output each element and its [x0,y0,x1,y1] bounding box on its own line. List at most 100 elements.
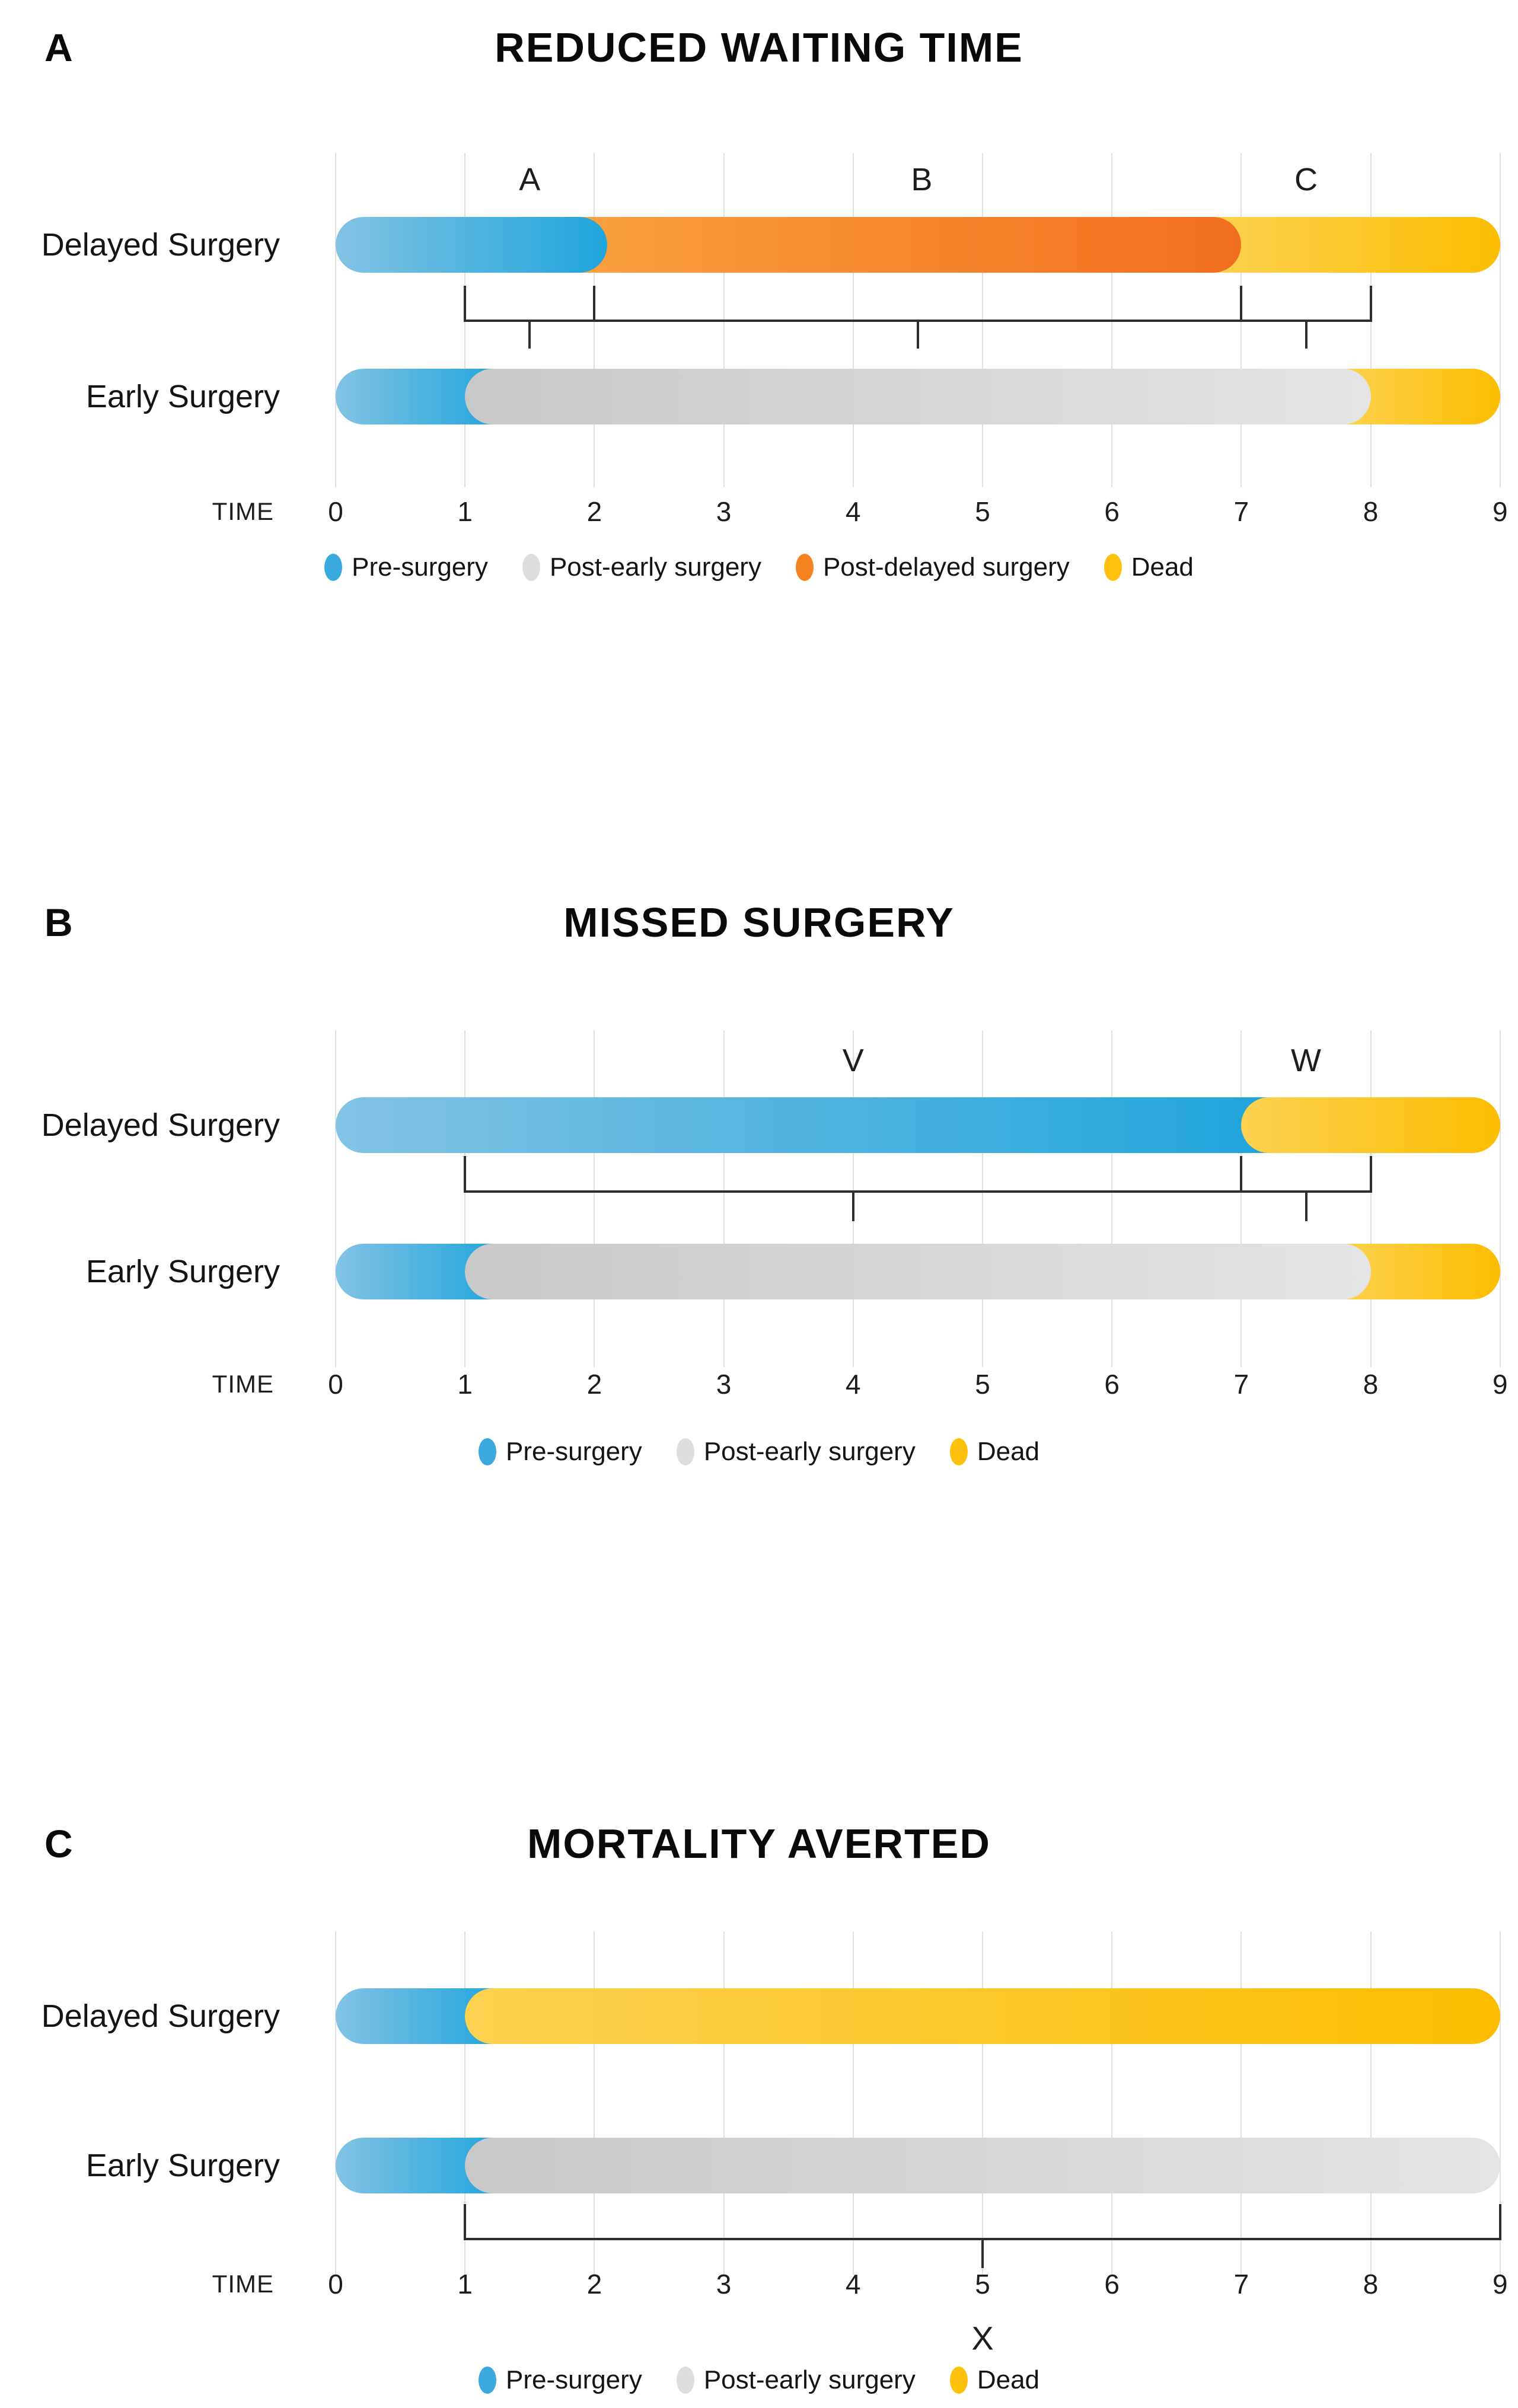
axis-tick-3: 3 [716,1369,732,1400]
segment-label-b: B [911,162,933,197]
legend-item-post-early-surgery: Post-early surgery [676,2365,916,2395]
axis-tick-0: 0 [328,2269,343,2300]
legend: Pre-surgery Post-early surgery Post-delaye… [0,553,1518,582]
panel-letter: C [44,1822,73,1866]
axis-tick-0: 0 [328,1369,343,1400]
bracket-tick-t4.5 [916,322,919,349]
axis-tick-9: 9 [1493,2269,1508,2300]
legend-label: Pre-surgery [505,2365,642,2394]
bracket-upright-t7 [1240,1156,1243,1193]
gridline-t7 [1240,1030,1242,1367]
legend-item-post-delayed-surgery: Post-delayed surgery [795,553,1070,582]
axis-tick-7: 7 [1233,496,1249,527]
bracket-upright-t1 [464,286,467,322]
legend-item-dead: Dead [949,2365,1040,2395]
panel-letter: B [44,900,73,944]
bar-segment-post-early [465,369,1371,424]
gridline-t9 [1499,1030,1501,1367]
bar-segment-post-early [465,1244,1371,1299]
gridline-t5 [982,1030,983,1367]
gridline-t8 [1370,1931,1372,2275]
bracket-upright-t1 [464,2204,467,2240]
row-label-early-surgery: Early Surgery [85,2148,280,2183]
axis-time-label: TIME [212,1370,274,1398]
axis-tick-6: 6 [1104,496,1120,527]
bracket-bar [464,2238,1501,2240]
axis-tick-4: 4 [846,2269,861,2300]
gridline-t1 [464,1030,466,1367]
panel-title: REDUCED WAITING TIME [495,24,1023,71]
axis-tick-6: 6 [1104,1369,1120,1400]
bracket-tick-t5 [981,2240,984,2268]
legend-dot-icon [676,2367,694,2394]
legend-label: Dead [977,1437,1040,1466]
gridline-t0 [335,1030,336,1367]
gridline-t7 [1240,1931,1242,2275]
gridline-t3 [723,1030,725,1367]
axis-tick-6: 6 [1104,2269,1120,2300]
gridline-t0 [335,153,336,487]
axis-tick-5: 5 [975,2269,990,2300]
bracket-upright-t9 [1498,2204,1501,2240]
bracket-upright-t1 [464,1156,467,1193]
axis-tick-7: 7 [1233,2269,1249,2300]
axis-tick-1: 1 [457,1369,473,1400]
bar-segment-pre [336,1097,1274,1153]
legend-dot-icon [949,2367,968,2394]
legend-label: Dead [977,2365,1040,2394]
gridline-t2 [594,1030,595,1367]
bracket-upright-t2 [593,286,596,322]
gridline-t6 [1111,1931,1113,2275]
legend-dot-icon [1104,554,1122,581]
segment-label-c: C [1294,162,1318,197]
axis-tick-8: 8 [1363,1369,1379,1400]
legend-label: Pre-surgery [505,1437,642,1466]
legend-label: Post-early surgery [703,1437,916,1466]
row-label-delayed-surgery: Delayed Surgery [41,1107,280,1143]
axis-tick-3: 3 [716,2269,732,2300]
axis-tick-4: 4 [846,496,861,527]
row-label-delayed-surgery: Delayed Surgery [41,227,280,263]
bracket-upright-t8 [1369,1156,1372,1193]
row-label-early-surgery: Early Surgery [85,379,280,414]
axis-time-label: TIME [212,497,274,525]
bracket-tick-t7.5 [1305,322,1307,349]
panel-title: MORTALITY AVERTED [527,1821,991,1867]
legend-item-post-early-surgery: Post-early surgery [522,553,761,582]
legend-dot-icon [478,2367,496,2394]
annotation-x-label: X [971,2319,994,2357]
bracket-upright-t7 [1240,286,1243,322]
segment-label-a: A [519,162,541,197]
legend-item-post-early-surgery: Post-early surgery [676,1437,916,1467]
legend-dot-icon [522,554,540,581]
axis-tick-2: 2 [586,1369,602,1400]
axis-tick-5: 5 [975,1369,990,1400]
gridline-t0 [335,1931,336,2275]
bracket-tick-t1.5 [528,322,531,349]
axis-tick-2: 2 [586,496,602,527]
bracket-tick-t7.5 [1305,1193,1307,1221]
bar-segment-post-delayed [575,217,1242,273]
bar-segment-dead [1208,217,1500,273]
legend-label: Pre-surgery [352,553,488,582]
gridline-t1 [464,1931,466,2275]
legend-dot-icon [676,1438,694,1465]
legend: Pre-surgery Post-early surgery Dead [0,1437,1518,1467]
legend-dot-icon [949,1438,968,1465]
gridline-t9 [1499,1931,1501,2275]
gridline-t3 [723,1931,725,2275]
legend-item-pre-surgery: Pre-surgery [324,553,488,582]
axis-tick-9: 9 [1493,1369,1508,1400]
axis-time-label: TIME [212,2270,274,2298]
legend-label: Dead [1131,553,1194,582]
axis-tick-9: 9 [1493,496,1508,527]
bracket-tick-t4 [852,1193,854,1221]
row-label-delayed-surgery: Delayed Surgery [41,1998,280,2034]
legend-item-dead: Dead [1104,553,1194,582]
axis-tick-0: 0 [328,496,343,527]
legend-dot-icon [324,554,343,581]
bar-segment-dead [465,1988,1500,2044]
